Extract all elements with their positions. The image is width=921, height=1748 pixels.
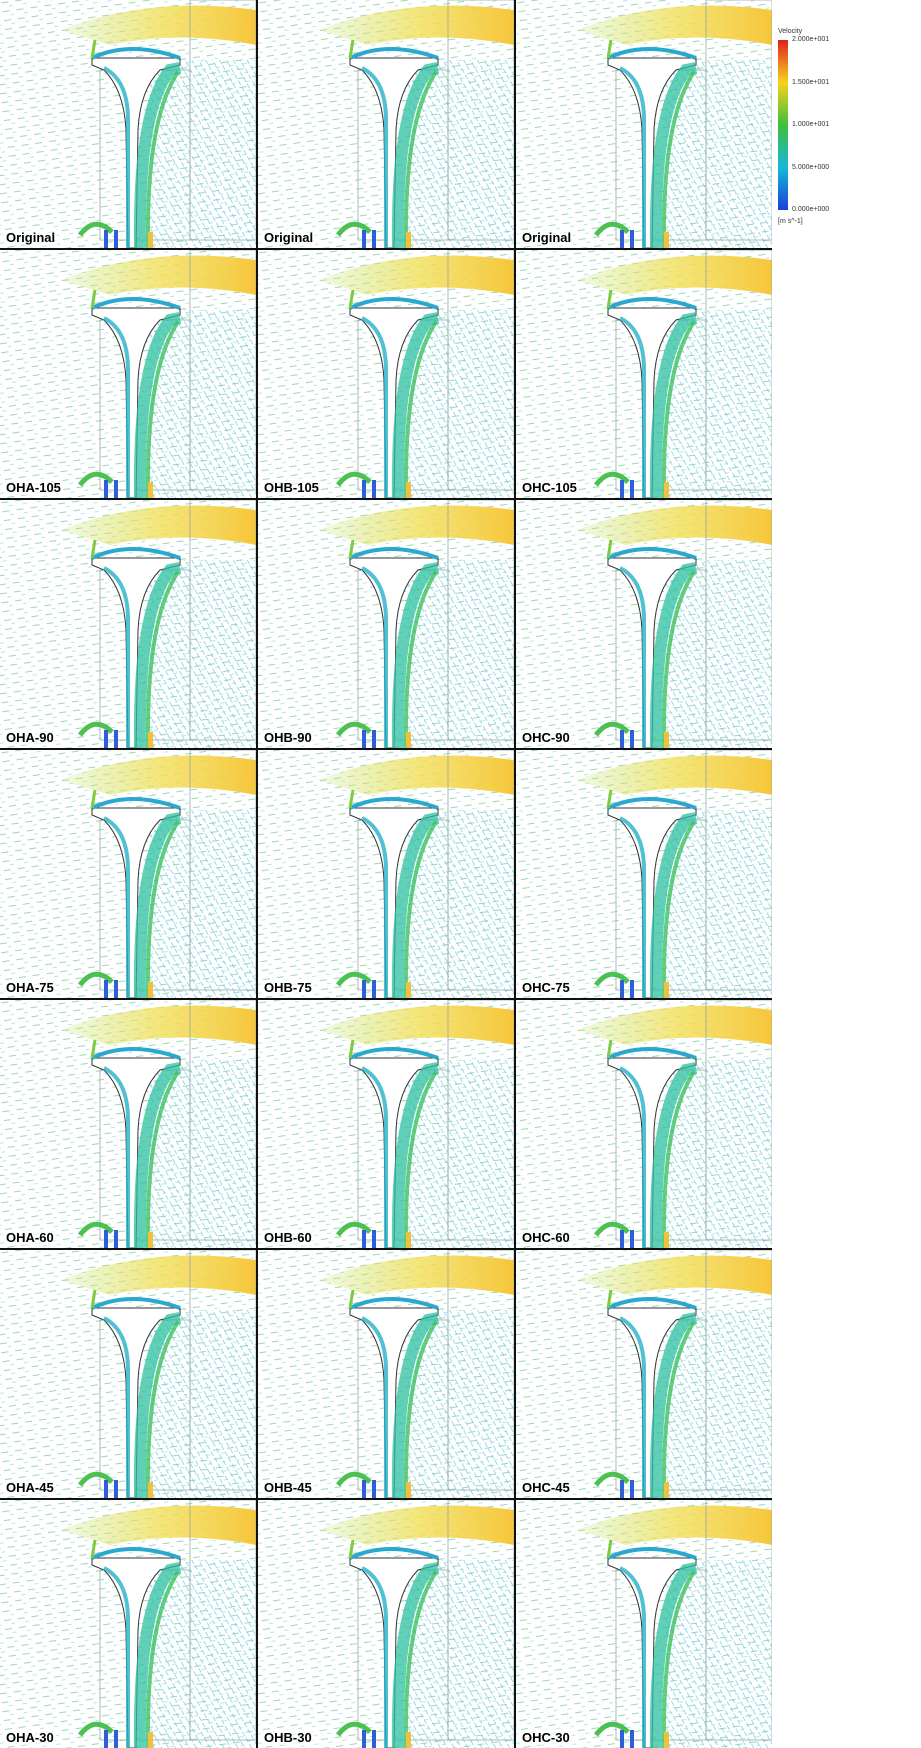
legend-title: Velocity xyxy=(778,28,803,35)
flow-field xyxy=(258,500,514,748)
flow-panel: OHB-60 xyxy=(258,1000,514,1248)
flow-field xyxy=(258,750,514,998)
panel-label: OHA-75 xyxy=(4,980,56,995)
row-separator xyxy=(0,998,772,1000)
column-separator xyxy=(256,0,258,248)
flow-panel: OHA-60 xyxy=(0,1000,256,1248)
flow-field xyxy=(516,500,772,748)
flow-field xyxy=(516,1500,772,1748)
panel-label: OHA-90 xyxy=(4,730,56,745)
column-separator xyxy=(256,250,258,498)
flow-field xyxy=(516,1250,772,1498)
column-separator xyxy=(514,1000,516,1248)
flow-panel: OHA-45 xyxy=(0,1250,256,1498)
column-separator xyxy=(514,1500,516,1748)
flow-field xyxy=(0,1500,256,1748)
flow-panel: OHA-105 xyxy=(0,250,256,498)
row-separator xyxy=(0,498,772,500)
flow-panel: OHA-30 xyxy=(0,1500,256,1748)
panel-label: OHA-45 xyxy=(4,1480,56,1495)
panel-label: OHC-105 xyxy=(520,480,579,495)
flow-panel: OHB-75 xyxy=(258,750,514,998)
flow-panel: OHC-75 xyxy=(516,750,772,998)
column-separator xyxy=(256,1250,258,1498)
row-separator xyxy=(0,1248,772,1250)
flow-field xyxy=(0,1250,256,1498)
flow-panel: OHC-90 xyxy=(516,500,772,748)
flow-field xyxy=(516,250,772,498)
flow-panel: OHB-45 xyxy=(258,1250,514,1498)
legend-unit: [m s^-1] xyxy=(778,218,803,225)
panel-label: Original xyxy=(262,230,316,245)
flow-panel: Original xyxy=(516,0,772,248)
panel-label: OHB-105 xyxy=(262,480,321,495)
panel-label: OHC-90 xyxy=(520,730,572,745)
panel-label: OHC-45 xyxy=(520,1480,572,1495)
flow-field xyxy=(0,750,256,998)
flow-field xyxy=(258,1500,514,1748)
panel-label: OHC-75 xyxy=(520,980,572,995)
legend-tick-label: 0.000e+000 xyxy=(792,206,830,213)
flow-panel: OHA-90 xyxy=(0,500,256,748)
flow-panel: OHC-45 xyxy=(516,1250,772,1498)
panel-label: OHA-60 xyxy=(4,1230,56,1245)
row-separator xyxy=(0,748,772,750)
row-separator xyxy=(0,248,772,250)
legend-tick-label: 5.000e+000 xyxy=(792,163,830,171)
flow-panel: Original xyxy=(0,0,256,248)
legend-tick-label: 1.500e+001 xyxy=(792,78,830,86)
flow-field xyxy=(258,0,514,248)
flow-panel: OHC-30 xyxy=(516,1500,772,1748)
flow-field xyxy=(0,250,256,498)
flow-panel: OHB-105 xyxy=(258,250,514,498)
panel-label: Original xyxy=(4,230,58,245)
flow-field xyxy=(258,250,514,498)
panel-label: OHA-30 xyxy=(4,1730,56,1745)
flow-panel: OHC-60 xyxy=(516,1000,772,1248)
panel-label: OHB-45 xyxy=(262,1480,314,1495)
column-separator xyxy=(256,1500,258,1748)
column-separator xyxy=(514,0,516,248)
panel-label: OHB-30 xyxy=(262,1730,314,1745)
column-separator xyxy=(514,500,516,748)
flow-field xyxy=(516,1000,772,1248)
flow-panel: OHB-90 xyxy=(258,500,514,748)
flow-panel: OHA-75 xyxy=(0,750,256,998)
flow-field xyxy=(258,1250,514,1498)
panel-label: OHB-90 xyxy=(262,730,314,745)
column-separator xyxy=(256,500,258,748)
flow-field xyxy=(0,500,256,748)
panel-label: Original xyxy=(520,230,574,245)
column-separator xyxy=(514,250,516,498)
panel-label: OHB-60 xyxy=(262,1230,314,1245)
panel-label: OHC-60 xyxy=(520,1230,572,1245)
column-separator xyxy=(514,750,516,998)
flow-panel: OHB-30 xyxy=(258,1500,514,1748)
row-separator xyxy=(0,1498,772,1500)
color-bar xyxy=(778,40,788,210)
legend-tick-label: 2.000e+001 xyxy=(792,36,830,43)
flow-field xyxy=(0,1000,256,1248)
flow-field xyxy=(0,0,256,248)
flow-panel: OHC-105 xyxy=(516,250,772,498)
column-separator xyxy=(256,750,258,998)
flow-panel: Original xyxy=(258,0,514,248)
color-legend: Velocity [m s^-1] 2.000e+001 1.500e+001 1.… xyxy=(776,28,916,228)
legend-tick-label: 1.000e+001 xyxy=(792,121,830,128)
flow-field xyxy=(516,750,772,998)
column-separator xyxy=(514,1250,516,1498)
panel-label: OHC-30 xyxy=(520,1730,572,1745)
column-separator xyxy=(256,1000,258,1248)
flow-field xyxy=(516,0,772,248)
panel-label: OHA-105 xyxy=(4,480,63,495)
flow-field xyxy=(258,1000,514,1248)
panel-label: OHB-75 xyxy=(262,980,314,995)
